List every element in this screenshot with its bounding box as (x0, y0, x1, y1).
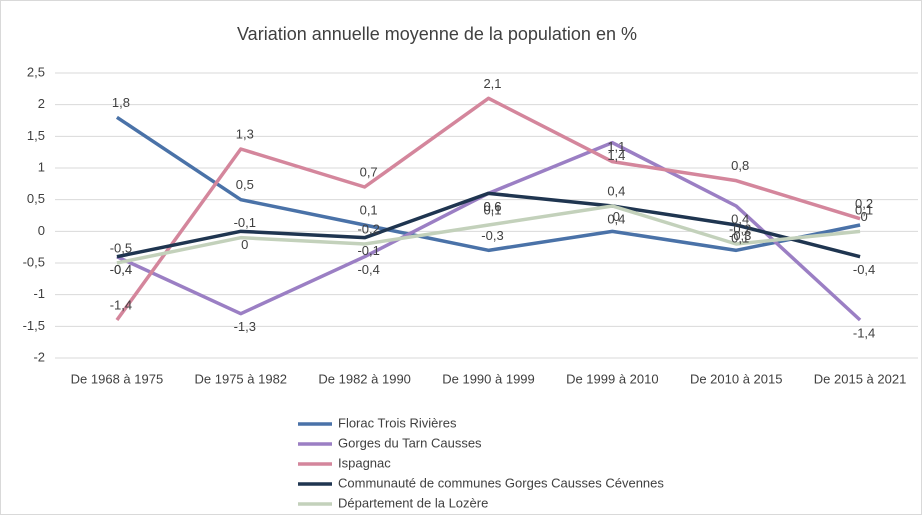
y-tick-label: 1,5 (27, 128, 45, 143)
data-label: -0,4 (853, 262, 875, 277)
data-label: 1,4 (607, 148, 625, 163)
y-tick-label: 1 (38, 159, 45, 174)
legend-label: Communauté de communes Gorges Causses Cé… (338, 475, 664, 490)
series-line (116, 191, 861, 259)
series-line (115, 115, 861, 253)
x-tick-label: De 2010 à 2015 (690, 371, 783, 386)
data-label: -1,4 (853, 325, 875, 340)
data-label: -0,4 (110, 262, 132, 277)
data-label: -1,3 (234, 319, 256, 334)
data-label: 0,1 (483, 202, 501, 217)
data-label: -0,3 (481, 228, 503, 243)
data-label: 0,8 (731, 158, 749, 173)
data-label: -0,1 (357, 243, 379, 258)
legend-label: Florac Trois Rivières (338, 415, 457, 430)
x-tick-label: De 1968 à 1975 (71, 371, 164, 386)
data-label: 0,1 (731, 230, 749, 245)
legend-label: Département de la Lozère (338, 495, 488, 510)
data-label: 1,3 (236, 126, 254, 141)
x-tick-label: De 1975 à 1982 (195, 371, 288, 386)
y-tick-label: 0 (38, 223, 45, 238)
y-tick-label: -1 (33, 286, 45, 301)
data-label: -0,2 (729, 221, 751, 236)
x-tick-label: De 2015 à 2021 (814, 371, 907, 386)
data-label: 1,1 (607, 139, 625, 154)
data-label: 1,8 (112, 95, 130, 110)
y-tick-label: 2,5 (27, 64, 45, 79)
data-label: 0 (241, 237, 248, 252)
y-tick-label: 0,5 (27, 191, 45, 206)
data-label: 0 (613, 209, 620, 224)
data-label: -0,5 (110, 240, 132, 255)
x-tick-label: De 1982 à 1990 (318, 371, 411, 386)
data-label: 2,1 (483, 76, 501, 91)
data-label: -0,1 (234, 215, 256, 230)
data-label: 0,2 (855, 196, 873, 211)
x-tick-label: De 1990 à 1999 (442, 371, 535, 386)
data-label: -1,4 (110, 297, 132, 312)
data-label: -0,4 (110, 262, 132, 277)
data-label: -0,4 (357, 262, 379, 277)
data-label: 0,4 (607, 183, 625, 198)
data-label: 0,1 (855, 202, 873, 217)
legend-label: Ispagnac (338, 455, 391, 470)
data-label: 0 (860, 209, 867, 224)
legend-label: Gorges du Tarn Causses (338, 435, 482, 450)
series-line (115, 96, 861, 322)
data-label: -0,3 (729, 228, 751, 243)
y-tick-label: -0,5 (23, 254, 45, 269)
data-label: 0,4 (607, 211, 625, 226)
data-label: 0,6 (483, 199, 501, 214)
data-label: 0,4 (731, 211, 749, 226)
series-line (116, 204, 861, 265)
data-label: 0,1 (360, 202, 378, 217)
x-tick-label: De 1999 à 2010 (566, 371, 659, 386)
y-tick-label: -1,5 (23, 318, 45, 333)
y-tick-label: 2 (38, 96, 45, 111)
data-label: 0,6 (483, 199, 501, 214)
data-label: -0,2 (357, 221, 379, 236)
y-tick-label: -2 (33, 349, 45, 364)
chart-title: Variation annuelle moyenne de la populat… (237, 24, 637, 44)
data-label: 0,5 (236, 177, 254, 192)
data-label: 0,7 (360, 164, 378, 179)
